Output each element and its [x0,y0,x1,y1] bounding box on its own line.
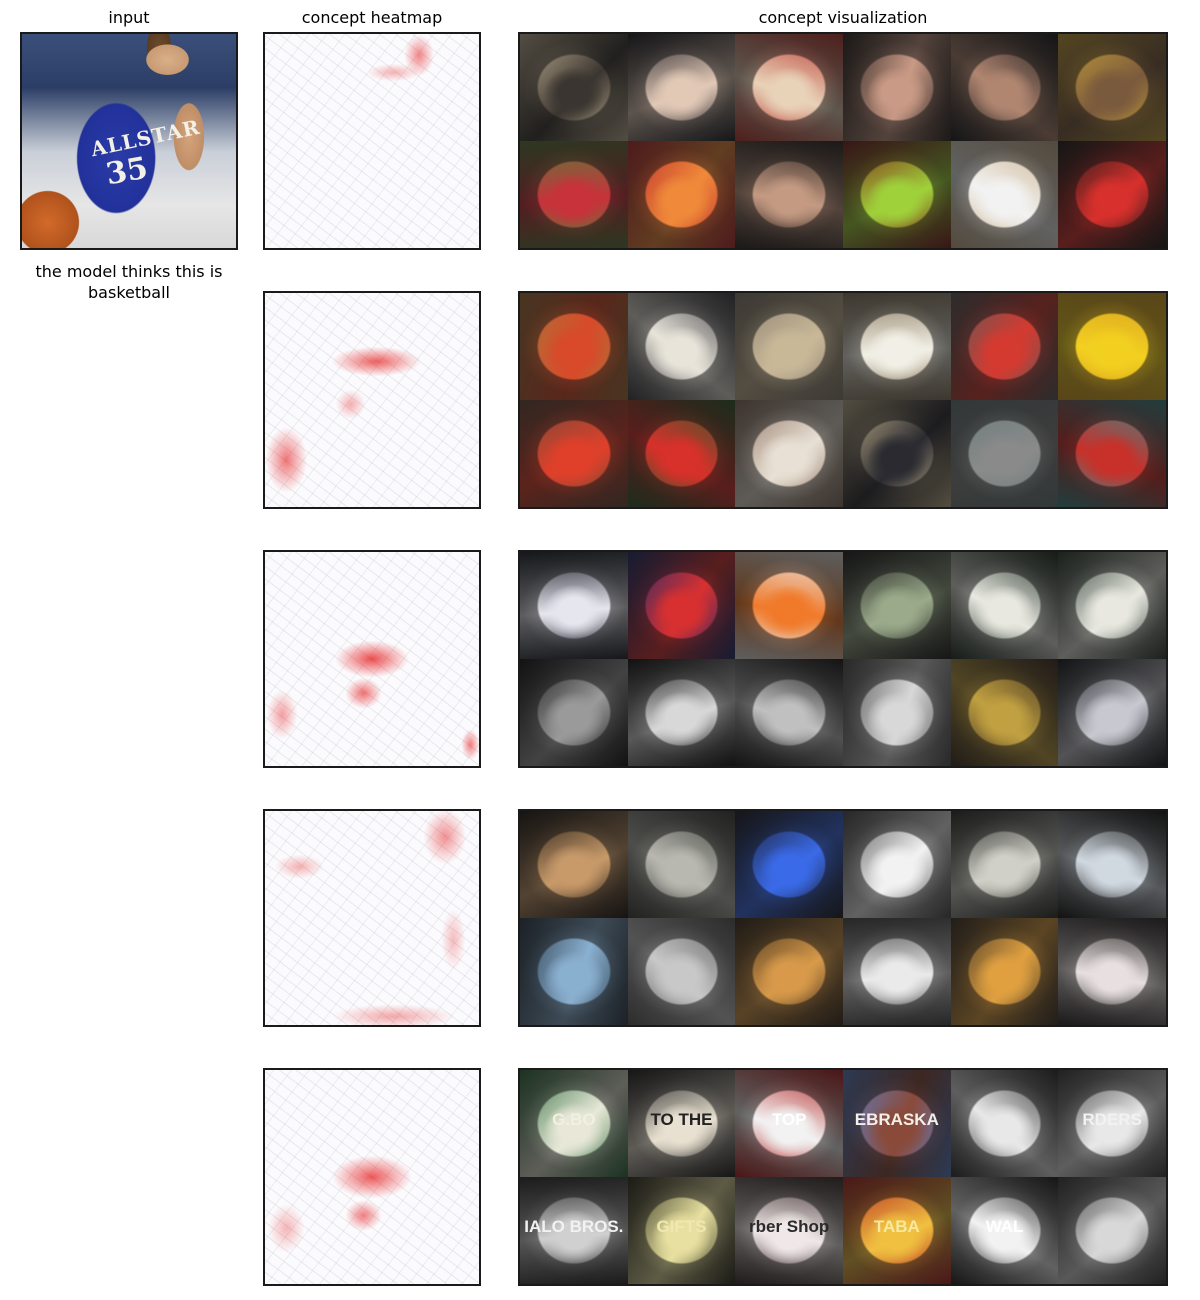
input-column-title: input [108,8,150,27]
concept-sample-tile [950,141,1059,248]
heatmap-column-title: concept heatmap [301,8,443,27]
concept-sample-tile [627,293,736,400]
concept-sample-tile [1058,400,1166,507]
concept-sample-tile: IALO BROS. [520,1177,628,1284]
concept-visualization-4 [518,809,1168,1027]
concept-sample-tile [520,552,628,659]
concept-sample-tile [627,34,736,141]
concept-sample-tile [520,293,628,400]
tile-sign-text: GIFTS [656,1217,707,1235]
concept-sample-tile [842,293,951,400]
concept-sample-tile [842,400,951,507]
concept-sample-tile [950,552,1059,659]
tile-sign-text: G.BO [552,1110,596,1128]
concept-sample-tile [735,918,843,1025]
tile-sign-text: RDERS [1082,1110,1142,1128]
visualization-column-title: concept visualization [758,8,928,27]
concept-visualization-5: G.BO TO THE TOP EBRASKA RDERS IALO BROS. GIFTS… [518,1068,1168,1286]
tile-sign-text: rber Shop [749,1217,830,1235]
concept-sample-tile [1058,293,1166,400]
concept-sample-tile [1058,141,1166,248]
concept-sample-tile [520,811,628,918]
concept-sample-tile: TO THE [627,1070,736,1177]
concept-sample-tile [735,811,843,918]
concept-heatmap-1 [263,32,481,250]
concept-sample-tile [627,918,736,1025]
concept-sample-tile [950,811,1059,918]
concept-sample-tile [735,659,843,766]
concept-sample-tile [950,1070,1059,1177]
jersey-number: 35 [103,150,151,193]
concept-sample-tile [950,34,1059,141]
concept-sample-tile [735,400,843,507]
concept-sample-tile [627,659,736,766]
concept-sample-tile [950,659,1059,766]
concept-sample-tile [1058,659,1166,766]
prediction-caption: the model thinks this is basketball [35,262,223,302]
concept-sample-tile [520,34,628,141]
concept-heatmap-2 [263,291,481,509]
concept-sample-tile [1058,811,1166,918]
concept-sample-tile [950,400,1059,507]
concept-sample-tile [735,34,843,141]
concept-sample-tile [950,293,1059,400]
concept-sample-tile: rber Shop [735,1177,843,1284]
concept-sample-tile [842,552,951,659]
concept-heatmap-5 [263,1068,481,1286]
tile-sign-text: IALO BROS. [524,1217,624,1235]
jersey-text: ALLSTAR [88,114,203,162]
concept-sample-tile: G.BO [520,1070,628,1177]
tile-sign-text: TABA [873,1217,920,1235]
concept-sample-tile: WAL [950,1177,1059,1284]
concept-heatmap-3 [263,550,481,768]
concept-sample-tile: RDERS [1058,1070,1166,1177]
concept-sample-tile [842,811,951,918]
concept-heatmap-4 [263,809,481,1027]
concept-sample-tile [520,141,628,248]
concept-sample-tile [842,659,951,766]
concept-sample-tile: EBRASKA [842,1070,951,1177]
concept-sample-tile [627,552,736,659]
concept-sample-tile [627,811,736,918]
concept-sample-tile [627,141,736,248]
concept-sample-tile: TOP [735,1070,843,1177]
concept-visualization-3 [518,550,1168,768]
concept-sample-tile [842,141,951,248]
concept-sample-tile [520,400,628,507]
concept-sample-tile [735,141,843,248]
concept-sample-tile [1058,34,1166,141]
concept-sample-tile [735,293,843,400]
concept-sample-tile [842,34,951,141]
concept-sample-tile [842,918,951,1025]
concept-sample-tile [520,659,628,766]
concept-visualization-1 [518,32,1168,250]
concept-sample-tile [627,400,736,507]
tile-sign-text: TO THE [650,1110,713,1128]
input-image: ALLSTAR 35 [20,32,238,250]
concept-sample-tile: TABA [842,1177,951,1284]
concept-sample-tile [1058,1177,1166,1284]
concept-sample-tile [735,552,843,659]
tile-sign-text: TOP [771,1110,807,1128]
tile-sign-text: WAL [985,1217,1024,1235]
concept-sample-tile [1058,918,1166,1025]
concept-sample-tile: GIFTS [627,1177,736,1284]
concept-sample-tile [950,918,1059,1025]
tile-sign-text: EBRASKA [854,1110,939,1128]
concept-visualization-2 [518,291,1168,509]
concept-sample-tile [520,918,628,1025]
concept-sample-tile [1058,552,1166,659]
